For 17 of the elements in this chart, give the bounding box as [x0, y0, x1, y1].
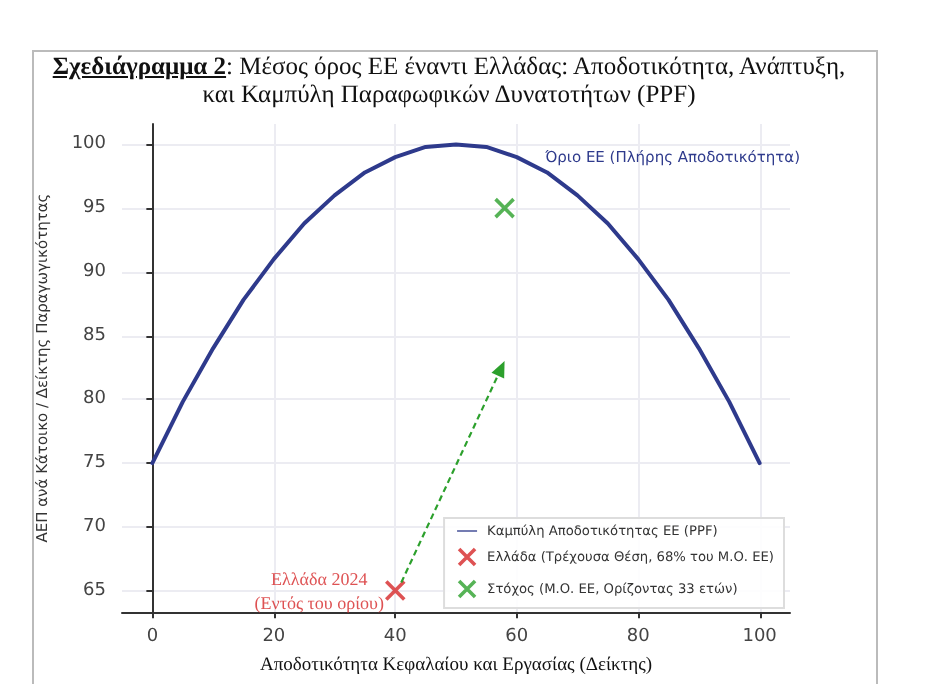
annotation: Ελλάδα 2024 (Εντός του ορίου): [254, 568, 384, 613]
y-tick-label: 80: [83, 389, 107, 410]
y-tick-label: 90: [83, 261, 107, 282]
x-tick-label: 0: [146, 627, 159, 648]
y-tick-label: 75: [83, 453, 106, 474]
x-tick-label: 100: [742, 627, 778, 648]
chart-title: Σχεδιάγραμμα 2: Μέσος όρος ΕΕ έναντι Ελλάδας: Αποδοτικότητα, Ανάπτυξη, και Καμπύλη Παραφωφικών Δυνατοτήτων (PPF): [50, 52, 848, 108]
x-tick-label: 80: [626, 627, 651, 648]
x-tick-label: 60: [505, 627, 529, 648]
x-axis-title: Αποδοτικότητα Κεφαλαίου και Εργασίας (Δείκτης): [259, 656, 653, 676]
y-tick-label: 100: [71, 134, 107, 155]
y-tick-label: 85: [83, 325, 106, 346]
x-tick-label: 40: [383, 627, 408, 648]
x-tick-label: 20: [262, 627, 286, 648]
y-tick-label: 95: [83, 198, 106, 219]
y-tick-label: 65: [83, 580, 106, 601]
y-tick-label: 70: [83, 516, 107, 537]
